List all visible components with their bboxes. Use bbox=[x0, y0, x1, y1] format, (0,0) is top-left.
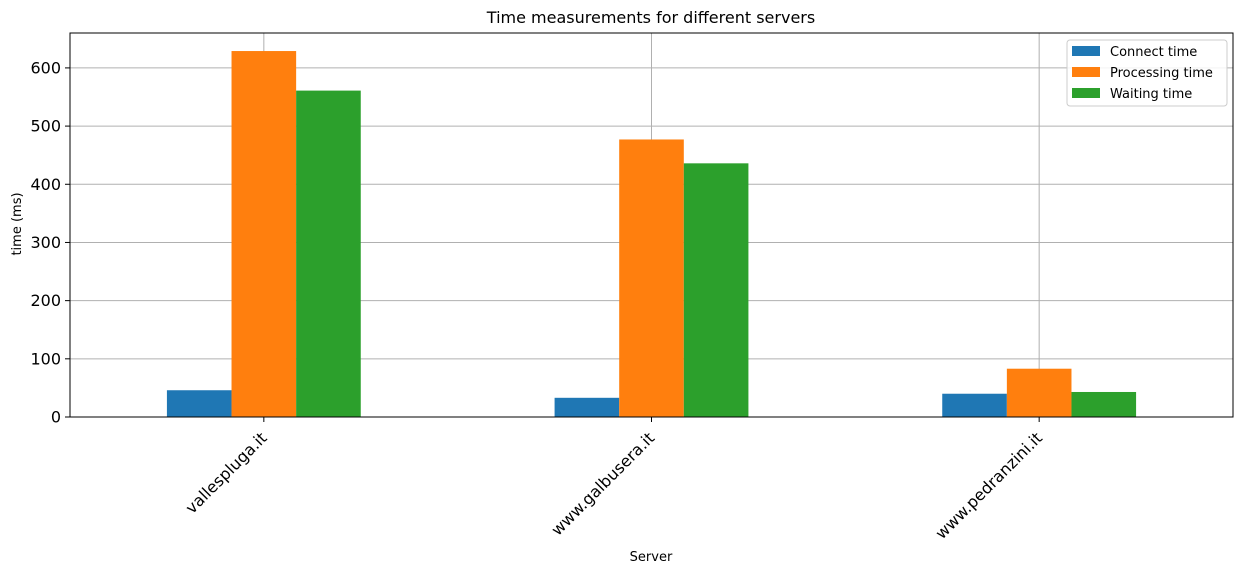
bar-waiting-time bbox=[296, 90, 361, 417]
y-tick-label: 100 bbox=[30, 349, 61, 368]
bars bbox=[166, 51, 1137, 418]
legend-swatch bbox=[1072, 67, 1100, 77]
x-tick-label: vallespluga.it bbox=[182, 428, 271, 517]
bar-processing-time bbox=[231, 51, 297, 417]
legend-box bbox=[1066, 39, 1228, 107]
legend-label: Connect time bbox=[1110, 45, 1197, 60]
x-tick-label: www.galbusera.it bbox=[547, 428, 658, 539]
bar-connect-time bbox=[166, 390, 232, 417]
bar-processing-time bbox=[619, 139, 684, 418]
bar-waiting-time bbox=[1071, 391, 1137, 417]
y-tick-label: 600 bbox=[30, 58, 61, 77]
x-tick-label: www.pedranzini.it bbox=[932, 428, 1046, 542]
y-tick-label: 500 bbox=[30, 117, 61, 136]
y-tick-label: 200 bbox=[30, 291, 61, 310]
legend-swatch bbox=[1072, 46, 1100, 56]
legend-label: Waiting time bbox=[1110, 87, 1192, 102]
y-tick-label: 0 bbox=[51, 408, 61, 427]
y-tick-label: 400 bbox=[30, 175, 61, 194]
x-axis-label: Server bbox=[630, 550, 673, 565]
y-tick-label: 300 bbox=[30, 233, 61, 252]
y-axis-label: time (ms) bbox=[10, 192, 25, 255]
legend: Connect time Processing time Waiting time bbox=[1066, 39, 1228, 107]
legend-swatch bbox=[1072, 88, 1100, 98]
legend-label: Processing time bbox=[1110, 66, 1213, 81]
bar-waiting-time bbox=[683, 163, 749, 417]
bar-processing-time bbox=[1006, 368, 1072, 417]
chart-title: Time measurements for different servers bbox=[486, 8, 815, 27]
bar-connect-time bbox=[942, 393, 1007, 417]
bar-connect-time bbox=[554, 397, 620, 417]
